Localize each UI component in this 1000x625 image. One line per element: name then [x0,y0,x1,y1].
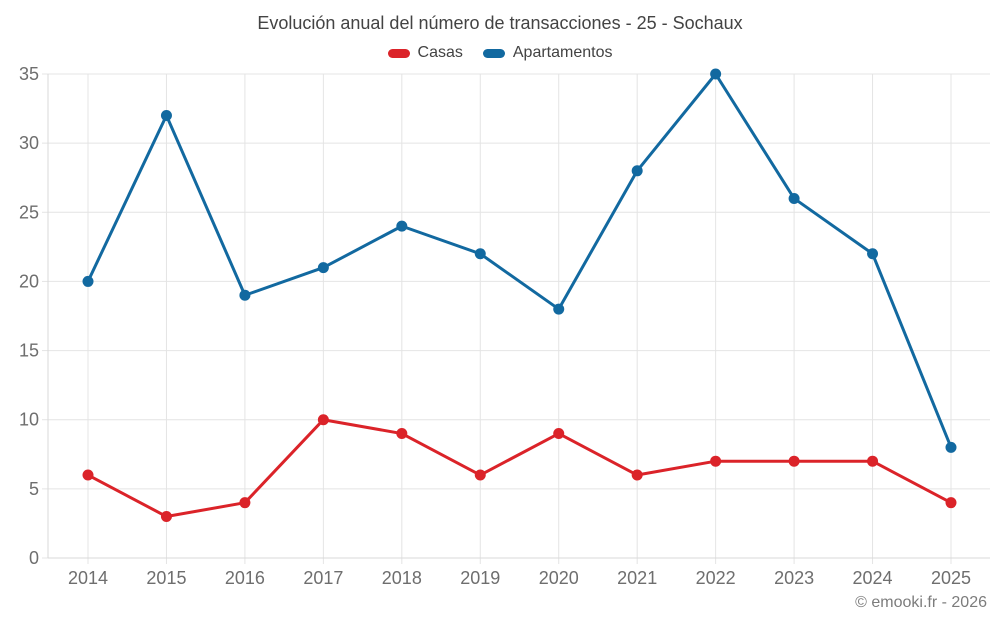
data-point-apartamentos-2015[interactable] [160,109,172,121]
data-point-casas-2016[interactable] [239,497,251,509]
x-axis-label-2024: 2024 [853,568,893,588]
x-axis-label-2025: 2025 [931,568,971,588]
chart-title: Evolución anual del número de transaccio… [257,13,743,33]
data-point-apartamentos-2024[interactable] [867,248,879,260]
data-point-casas-2019[interactable] [474,469,486,481]
y-axis-label-5: 5 [29,479,39,499]
x-axis-label-2018: 2018 [382,568,422,588]
data-point-apartamentos-2025[interactable] [945,441,957,453]
data-point-apartamentos-2020[interactable] [553,303,565,315]
data-point-casas-2025[interactable] [945,497,957,509]
data-point-apartamentos-2017[interactable] [317,262,329,274]
legend-swatch-casas-icon [387,48,410,58]
data-point-apartamentos-2018[interactable] [396,220,408,232]
copyright-footer: © emooki.fr - 2026 [855,594,987,611]
x-axis-label-2014: 2014 [68,568,108,588]
y-axis-label-30: 30 [19,133,39,153]
data-point-apartamentos-2021[interactable] [631,165,643,177]
x-axis-label-2021: 2021 [617,568,657,588]
legend-label-apartamentos: Apartamentos [512,44,613,61]
x-axis-label-2019: 2019 [460,568,500,588]
series-line-apartamentos [86,72,953,449]
x-axis-label-2015: 2015 [146,568,186,588]
x-axis-label-2023: 2023 [774,568,814,588]
legend-item-apartamentos[interactable]: Apartamentos [482,44,613,62]
series-line-casas [86,418,953,519]
x-axis-label-2017: 2017 [303,568,343,588]
y-axis-label-15: 15 [19,341,39,361]
x-axis-label-2022: 2022 [696,568,736,588]
legend-swatch-apartamentos-icon [482,48,505,58]
data-point-casas-2014[interactable] [82,469,94,481]
data-point-casas-2021[interactable] [631,469,643,481]
y-axis-label-10: 10 [19,410,39,430]
legend-item-casas[interactable]: Casas [387,44,463,62]
x-axis-label-2016: 2016 [225,568,265,588]
data-point-casas-2017[interactable] [317,414,329,426]
data-point-casas-2015[interactable] [160,511,172,523]
data-point-casas-2020[interactable] [553,428,565,440]
data-point-apartamentos-2016[interactable] [239,289,251,301]
data-point-apartamentos-2019[interactable] [474,248,486,260]
data-point-casas-2023[interactable] [788,455,800,467]
y-axis-label-20: 20 [19,271,39,291]
y-axis-label-0: 0 [29,548,39,568]
data-point-apartamentos-2022[interactable] [710,68,722,80]
legend-label-casas: Casas [417,44,463,61]
data-point-apartamentos-2023[interactable] [788,192,800,204]
data-point-casas-2024[interactable] [867,455,879,467]
x-axis-label-2020: 2020 [539,568,579,588]
data-point-casas-2022[interactable] [710,455,722,467]
y-axis-label-35: 35 [19,64,39,84]
data-point-apartamentos-2014[interactable] [82,275,94,287]
data-point-casas-2018[interactable] [396,428,408,440]
y-axis-label-25: 25 [19,202,39,222]
legend: Casas Apartamentos [0,44,1000,62]
